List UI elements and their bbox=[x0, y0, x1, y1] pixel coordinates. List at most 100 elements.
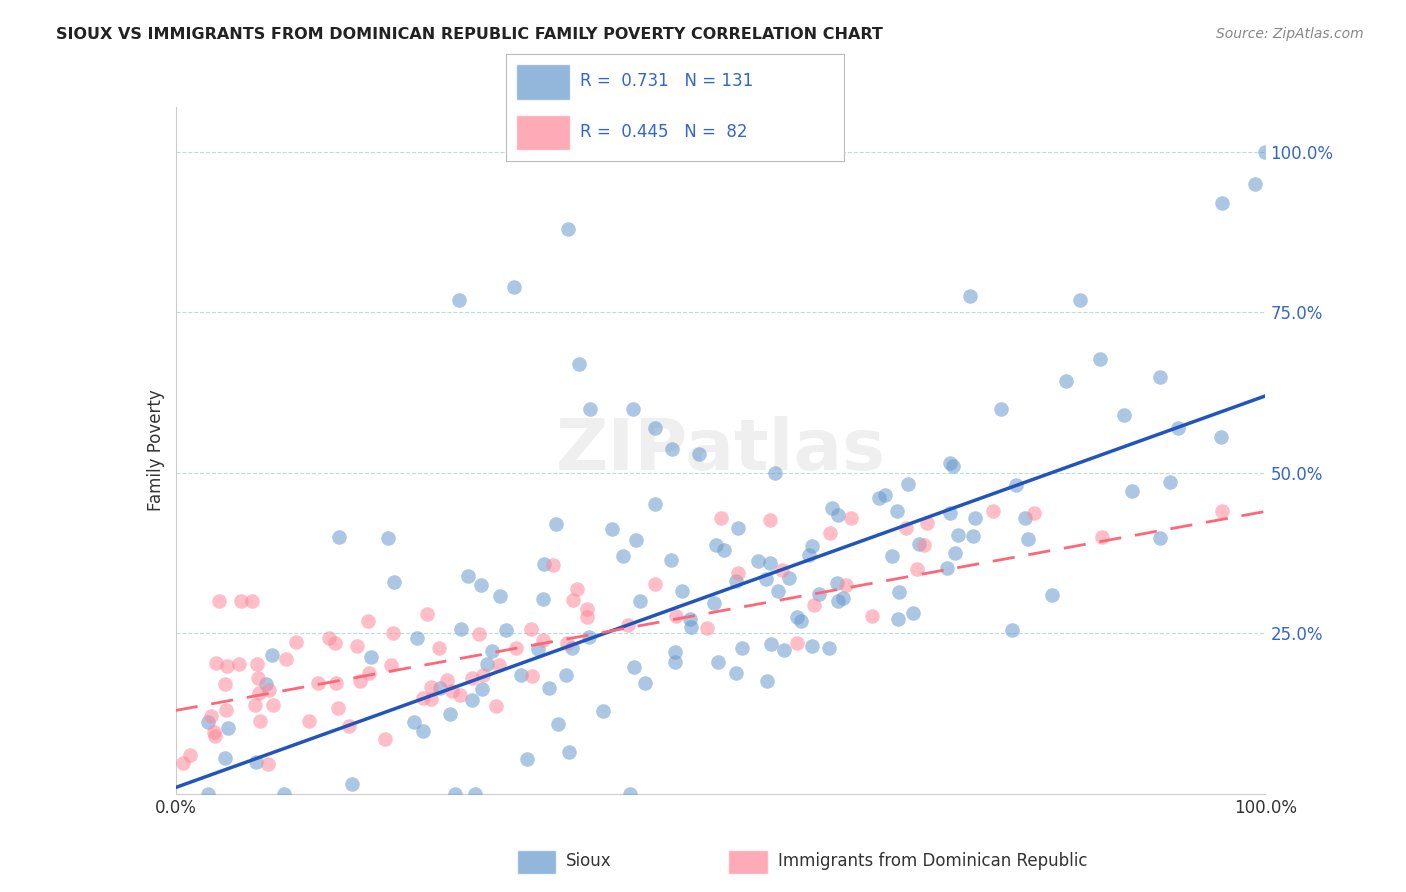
Point bbox=[240, 594, 263, 608]
Point bbox=[1069, 293, 1091, 307]
Point bbox=[644, 576, 666, 591]
Point bbox=[1001, 623, 1024, 637]
Point bbox=[561, 640, 583, 655]
Point bbox=[516, 751, 538, 765]
Point bbox=[470, 578, 492, 592]
Point bbox=[215, 703, 238, 717]
Point bbox=[429, 681, 451, 696]
Point bbox=[558, 745, 581, 759]
Point bbox=[860, 608, 883, 623]
Point bbox=[575, 602, 598, 616]
FancyBboxPatch shape bbox=[728, 849, 768, 874]
Point bbox=[568, 357, 591, 371]
Point bbox=[471, 681, 494, 696]
Point bbox=[623, 660, 645, 674]
Point bbox=[544, 517, 567, 532]
Point bbox=[946, 527, 969, 541]
Point bbox=[688, 447, 710, 461]
Point bbox=[208, 594, 231, 608]
Point bbox=[328, 530, 350, 544]
Point bbox=[464, 787, 486, 801]
Point bbox=[818, 525, 841, 540]
Point bbox=[436, 673, 458, 688]
Text: R =  0.731   N = 131: R = 0.731 N = 131 bbox=[581, 72, 754, 90]
Point bbox=[1112, 408, 1135, 422]
Point bbox=[346, 640, 368, 654]
Point bbox=[439, 706, 461, 721]
Point bbox=[382, 575, 405, 590]
Point bbox=[1088, 352, 1111, 367]
Point bbox=[340, 777, 363, 791]
Point bbox=[246, 657, 269, 671]
Point bbox=[621, 401, 644, 416]
Point bbox=[619, 787, 641, 801]
Point bbox=[664, 655, 686, 669]
Point bbox=[249, 714, 271, 729]
Point bbox=[832, 591, 855, 606]
Point bbox=[759, 513, 782, 527]
Point bbox=[1014, 511, 1036, 525]
Point bbox=[803, 598, 825, 612]
Point bbox=[1121, 483, 1143, 498]
Point bbox=[357, 614, 380, 628]
Point bbox=[533, 557, 555, 571]
Point bbox=[172, 756, 194, 770]
Point bbox=[217, 721, 239, 735]
Point bbox=[412, 690, 434, 705]
FancyBboxPatch shape bbox=[517, 849, 557, 874]
Point bbox=[461, 693, 484, 707]
Point bbox=[557, 222, 579, 236]
Point bbox=[427, 641, 450, 656]
Point bbox=[1024, 506, 1046, 520]
Point bbox=[907, 537, 929, 551]
Point bbox=[554, 667, 576, 681]
Point bbox=[600, 523, 623, 537]
Point bbox=[276, 651, 298, 665]
Point bbox=[402, 714, 425, 729]
Point bbox=[786, 610, 808, 624]
Point bbox=[444, 787, 467, 801]
Point bbox=[868, 491, 890, 505]
Point bbox=[318, 632, 340, 646]
Point bbox=[962, 529, 984, 543]
Point bbox=[447, 293, 470, 307]
Point bbox=[245, 755, 267, 769]
Point bbox=[1040, 588, 1063, 602]
Point bbox=[825, 575, 848, 590]
Point bbox=[704, 538, 727, 552]
Point bbox=[360, 650, 382, 665]
Point bbox=[710, 511, 733, 525]
Point bbox=[284, 635, 307, 649]
Point bbox=[1017, 533, 1039, 547]
Point bbox=[273, 787, 295, 801]
Point bbox=[307, 675, 329, 690]
Point bbox=[468, 627, 491, 641]
Point bbox=[886, 504, 908, 518]
Point bbox=[1209, 430, 1232, 444]
Point bbox=[202, 725, 225, 739]
Point bbox=[634, 675, 657, 690]
Point bbox=[939, 506, 962, 520]
Point bbox=[381, 625, 404, 640]
Point bbox=[917, 516, 939, 531]
Point bbox=[808, 587, 831, 601]
Point bbox=[505, 640, 527, 655]
Y-axis label: Family Poverty: Family Poverty bbox=[146, 390, 165, 511]
Point bbox=[724, 665, 747, 680]
Point bbox=[797, 548, 820, 562]
Point bbox=[747, 554, 769, 568]
Point bbox=[485, 698, 508, 713]
Point bbox=[419, 681, 441, 695]
Point bbox=[897, 476, 920, 491]
Point bbox=[416, 607, 439, 621]
Point bbox=[963, 510, 986, 524]
Point bbox=[945, 546, 967, 560]
Point bbox=[215, 658, 238, 673]
Point bbox=[561, 593, 583, 607]
Point bbox=[377, 532, 399, 546]
Point bbox=[665, 609, 688, 624]
Point bbox=[502, 279, 524, 293]
Point bbox=[661, 442, 683, 457]
Point bbox=[887, 612, 910, 626]
Point bbox=[325, 676, 347, 690]
